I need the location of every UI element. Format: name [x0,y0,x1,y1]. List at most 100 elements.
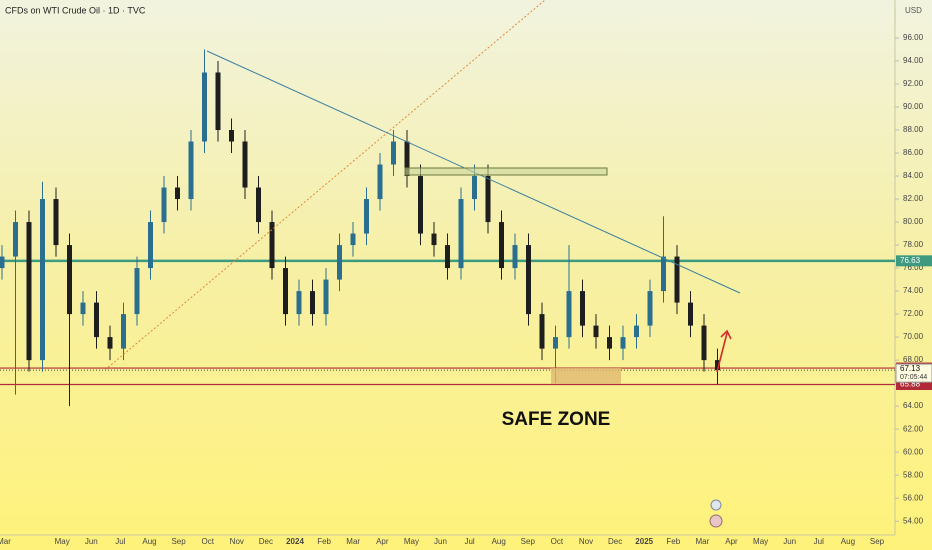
candle-body [175,187,180,200]
candle-body [107,337,113,349]
x-tick-label: Oct [551,537,564,546]
x-tick-label: Jul [115,537,125,546]
y-tick-label: 74.00 [903,286,924,295]
candle-body [350,233,356,246]
x-tick-label: Aug [841,537,855,546]
y-tick-label: 90.00 [903,102,924,111]
candle-body [580,291,585,326]
last-price: 67.13 [900,364,921,373]
price-label: 76.63 [900,256,921,265]
x-tick-label: Jul [464,537,474,546]
x-tick-label: Apr [376,537,389,546]
candle-body [296,291,302,315]
candle-body [661,256,666,292]
x-tick-label: Nov [230,537,244,546]
event-icon[interactable] [709,514,723,528]
candle-body [458,199,464,269]
currency: USD [905,6,922,15]
y-tick-label: 68.00 [903,355,924,364]
x-tick-label: Aug [492,537,506,546]
candle-body [53,199,59,246]
y-tick-label: 86.00 [903,148,924,157]
candle-body [256,187,261,223]
x-tick-label: May [404,537,419,546]
candle-body [188,141,194,200]
x-tick-label: Feb [666,537,680,546]
x-tick-label: Sep [870,537,885,546]
candle-body [593,325,599,338]
candle-body [310,291,315,315]
x-tick-label: Feb [317,537,331,546]
x-tick-label: Oct [201,537,214,546]
candle-body [269,222,275,269]
candle-body [67,245,72,315]
x-tick-label: 2025 [635,537,653,546]
arrow [716,329,732,373]
candle-body [323,279,329,315]
y-tick-label: 84.00 [903,171,924,180]
x-tick-label: Jul [814,537,824,546]
candle-body [607,337,612,349]
candle-body [0,256,5,269]
candle-body [161,187,167,223]
candle-body [566,291,572,338]
y-tick-label: 92.00 [903,79,924,88]
candle-body [377,164,383,200]
candle-body [431,233,437,246]
y-tick-label: 72.00 [903,309,924,318]
candle-body [526,245,531,315]
candle-body [472,176,477,200]
x-tick-label: Sep [521,537,536,546]
candle-body [121,314,126,349]
candle-body [391,141,396,165]
candle-body [445,245,450,269]
candle-body [485,176,491,223]
safe-zone-box [551,368,621,384]
chart-title: CFDs on WTI Crude Oil · 1D · TVC [5,5,146,15]
x-tick-label: 2024 [286,537,304,546]
price-label: 65.88 [900,380,921,389]
candle-body [40,199,45,361]
candle-body [404,141,410,177]
candle-body [337,245,342,280]
candle-body [620,337,626,349]
x-tick-label: Sep [171,537,186,546]
candle-body [229,130,234,142]
y-tick-label: 88.00 [903,125,924,134]
y-tick-label: 82.00 [903,194,924,203]
candle-body [674,256,680,303]
y-tick-label: 64.00 [903,401,924,410]
y-tick-label: 96.00 [903,33,924,42]
candle-body [418,176,423,234]
x-tick-label: Dec [608,537,622,546]
y-tick-label: 62.00 [903,424,924,433]
event-icon[interactable] [710,499,722,511]
candle-body [202,72,207,142]
x-tick-label: May [753,537,768,546]
y-tick-label: 58.00 [903,470,924,479]
candle-body [134,268,140,315]
y-tick-label: 80.00 [903,217,924,226]
x-tick-label: Apr [725,537,738,546]
y-tick-label: 60.00 [903,447,924,456]
x-tick-label: Mar [346,537,360,546]
candle-body [512,245,518,269]
x-tick-label: Jun [434,537,447,546]
candle-body [539,314,545,349]
y-tick-label: 94.00 [903,56,924,65]
candle-body [283,268,288,315]
x-tick-label: May [55,537,70,546]
candle-body [148,222,153,269]
x-tick-label: Dec [259,537,273,546]
y-tick-label: 76.00 [903,263,924,272]
countdown: 07:05:44 [900,374,927,381]
candle-body [26,222,32,361]
candle-body [499,222,504,269]
x-tick-label: Aug [142,537,156,546]
candle-body [715,360,720,371]
candle-body [80,302,86,315]
x-tick-label: Mar [696,537,710,546]
y-tick-label: 56.00 [903,493,924,502]
